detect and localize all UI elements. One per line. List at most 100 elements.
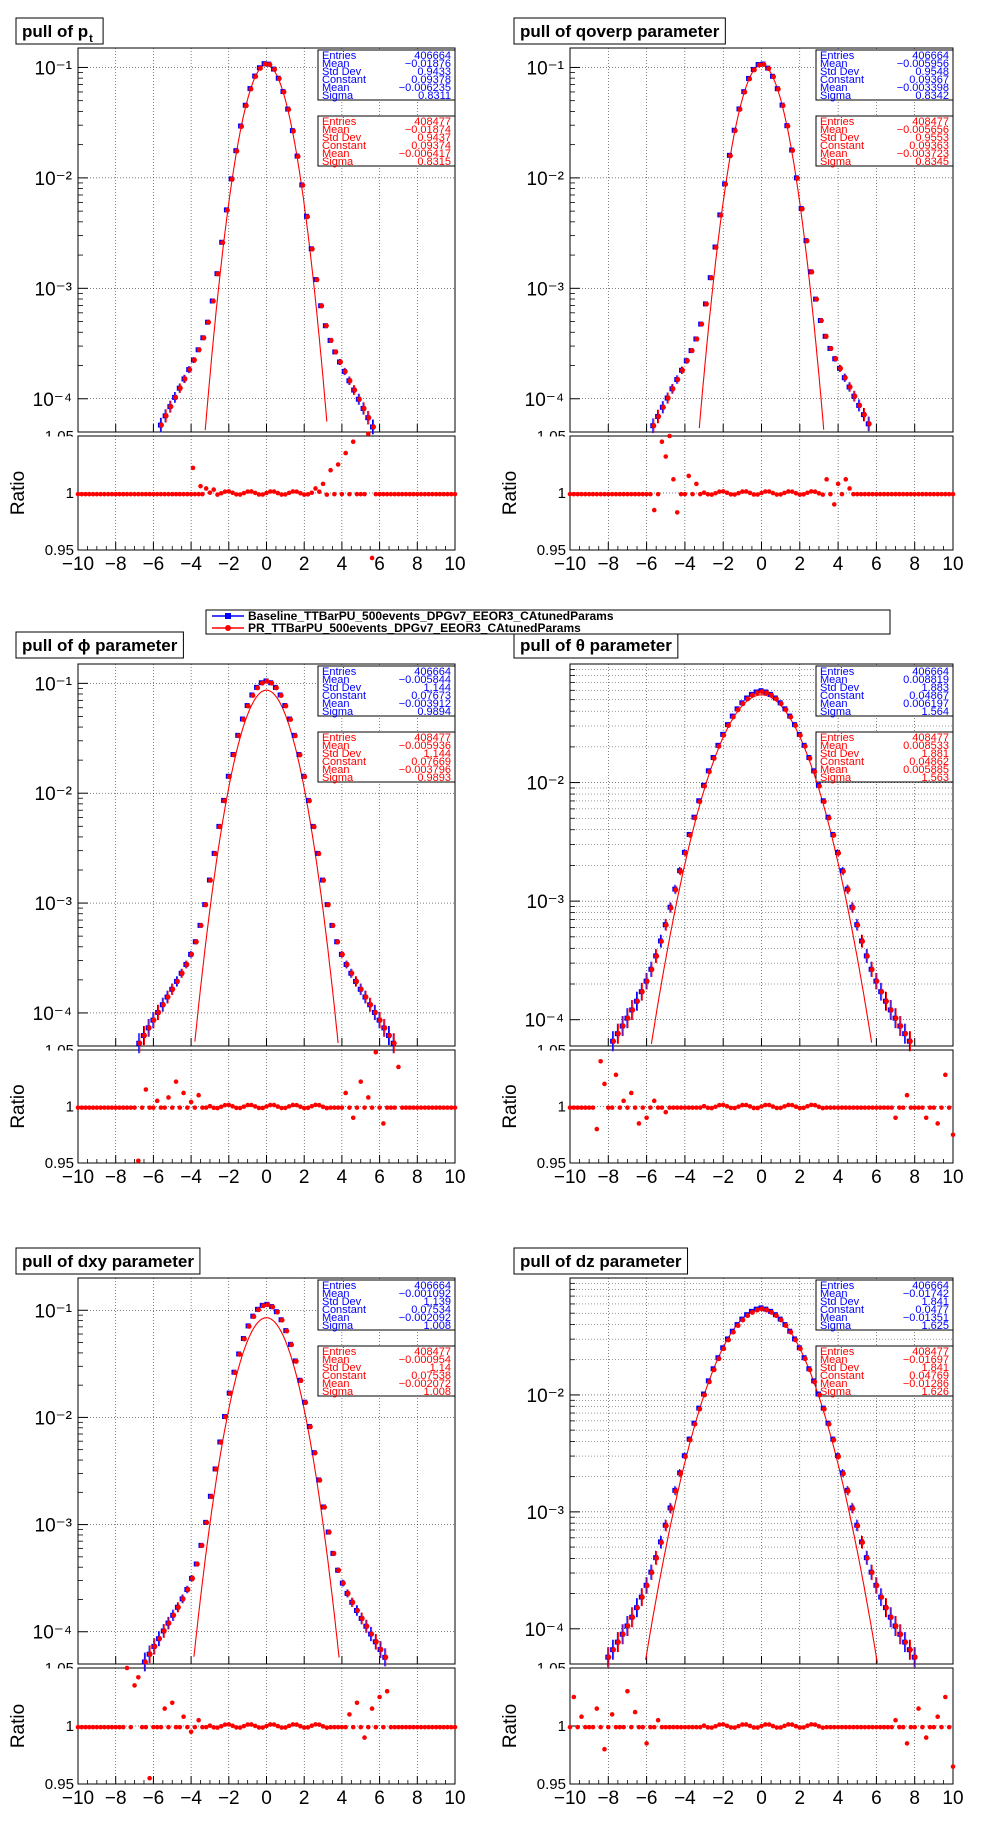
ratio-point (234, 1725, 239, 1730)
ratio-point (316, 1102, 322, 1108)
ratio-point (377, 1694, 382, 1700)
ratio-point (234, 492, 239, 497)
ratio-point (279, 1105, 284, 1111)
legend-box (205, 609, 891, 635)
ratio-point (893, 1717, 898, 1723)
data-point (137, 1040, 143, 1046)
ratio-point (755, 1725, 760, 1730)
ratio-point (900, 491, 906, 497)
data-point (361, 405, 367, 411)
pr-series (142, 1302, 389, 1672)
data-point (330, 923, 336, 929)
ratio-point (935, 1121, 940, 1126)
ratio-point (392, 491, 397, 497)
data-point (182, 376, 188, 382)
ratio-point (211, 1105, 217, 1111)
ratio-point (889, 1724, 895, 1730)
ratio-point (808, 1722, 814, 1727)
ratio-point (347, 1712, 352, 1717)
data-point (366, 415, 372, 421)
data-point (166, 1620, 172, 1626)
data-point (802, 1356, 808, 1362)
data-point (340, 1580, 346, 1586)
ratio-point (583, 491, 588, 497)
ratio-point (877, 1724, 883, 1730)
ratio-point (249, 1102, 254, 1108)
ratio-point (705, 492, 711, 497)
x-tick-label: −4 (674, 1167, 696, 1188)
data-point (673, 1488, 679, 1494)
stats-box-frame (815, 1279, 954, 1331)
ratio-point (640, 491, 646, 497)
ratio-point (109, 1724, 115, 1730)
data-point (234, 148, 240, 154)
ratio-point (674, 1724, 680, 1730)
data-point (816, 1392, 822, 1398)
data-point (371, 424, 377, 430)
ratio-point (245, 1102, 250, 1108)
data-point (861, 412, 867, 418)
ratio-point (686, 1105, 692, 1110)
ratio-point (294, 1102, 299, 1108)
ratio-point (313, 1722, 318, 1727)
ratio-point (365, 1095, 371, 1100)
ratio-point (858, 1724, 864, 1730)
data-point (869, 966, 875, 972)
stats-box-frame (317, 731, 456, 783)
ratio-point (264, 1723, 269, 1729)
data-point (639, 989, 645, 995)
stats-value: −0.01876 (405, 58, 451, 70)
stats-label: Mean (820, 58, 848, 70)
ratio-point (384, 491, 390, 497)
ratio-point (218, 1104, 224, 1110)
x-tick-label: 10 (942, 554, 963, 575)
ratio-point (828, 491, 833, 497)
data-point (635, 998, 641, 1004)
data-point (309, 246, 315, 252)
ratio-point (373, 1049, 379, 1055)
stats-value: 1.008 (423, 1386, 451, 1398)
stats-box-pr: Entries 408477 Mean −0.01874 Std Dev 0.9437 Co… (317, 115, 456, 168)
ratio-point (316, 1722, 322, 1727)
ratio-tick-label: 0.95 (45, 542, 74, 559)
data-point (292, 733, 298, 739)
ratio-point (736, 490, 741, 496)
data-point (718, 212, 724, 218)
stats-value: 1.139 (423, 1296, 451, 1308)
ratio-point (147, 1775, 152, 1781)
data-point (864, 953, 870, 959)
stats-label: Sigma (322, 1320, 354, 1332)
stats-label: Sigma (322, 90, 354, 102)
ratio-point (335, 462, 341, 467)
data-point (243, 103, 249, 109)
ratio-point (245, 1722, 250, 1727)
data-point (658, 1539, 664, 1545)
data-point (697, 1406, 703, 1412)
stats-label: Entries (322, 50, 357, 62)
data-point (840, 868, 846, 874)
data-point (749, 1309, 755, 1315)
ratio-point (900, 1105, 906, 1110)
ratio-point (158, 491, 164, 497)
x-tick-label: −2 (218, 1167, 240, 1188)
data-point (869, 1569, 875, 1575)
ratio-point (452, 491, 458, 497)
data-point (321, 1504, 327, 1510)
data-point (759, 689, 765, 695)
data-point (735, 1323, 741, 1329)
data-point (196, 347, 202, 353)
ratio-point (252, 1104, 258, 1109)
stats-value: −0.01286 (903, 1378, 949, 1390)
ratio-point (192, 491, 198, 497)
stats-label: Constant (322, 690, 366, 702)
data-point (703, 301, 709, 307)
data-point (177, 385, 183, 391)
data-point (833, 356, 839, 362)
data-point (204, 1520, 210, 1526)
stats-label: Sigma (820, 156, 852, 168)
ratio-point (628, 1090, 634, 1096)
ratio-point (617, 1105, 623, 1110)
data-point (747, 76, 753, 82)
ratio-point (843, 1724, 849, 1730)
y-tick-label: 10⁻² (35, 1408, 73, 1429)
